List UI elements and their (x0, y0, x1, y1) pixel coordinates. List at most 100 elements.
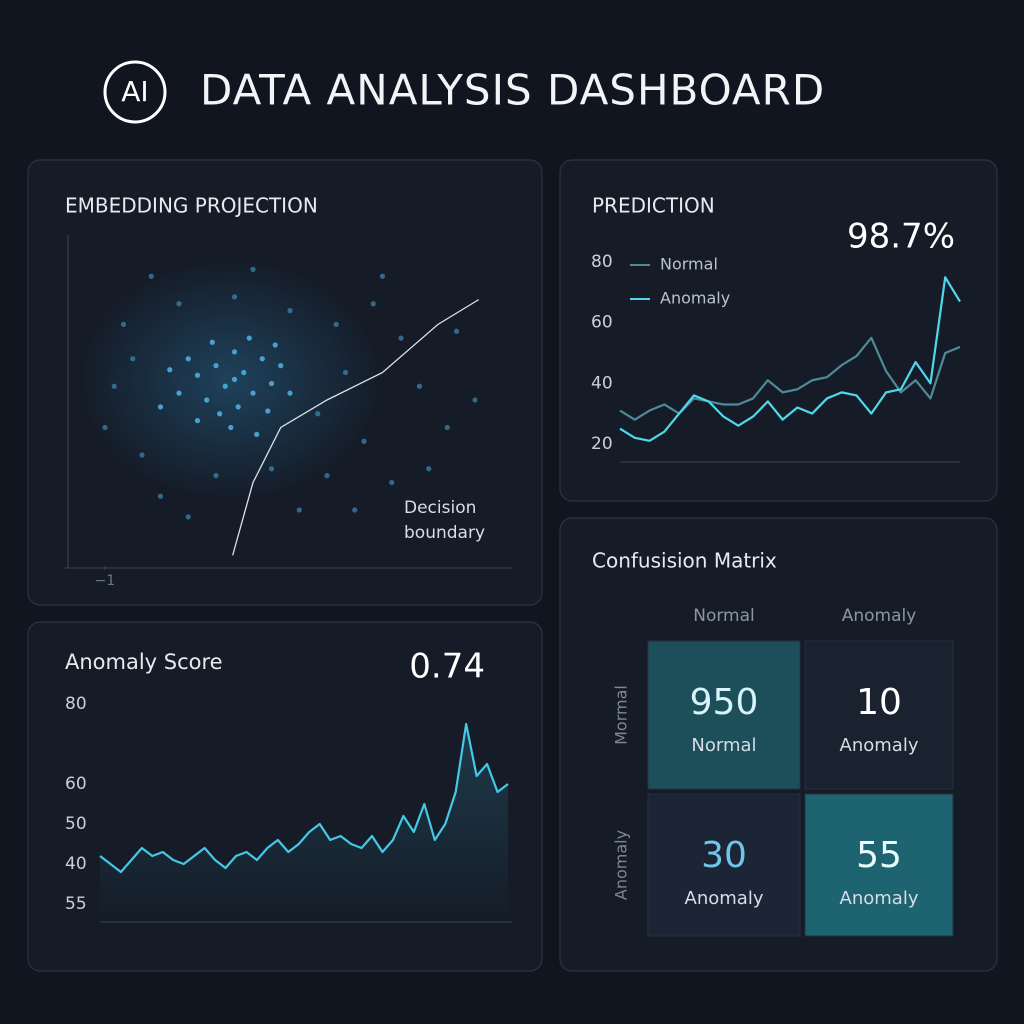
cell-value: 10 (856, 682, 902, 723)
point (342, 369, 349, 376)
point (272, 342, 278, 348)
point (416, 383, 423, 389)
logo-ring (103, 60, 167, 124)
area (100, 724, 508, 922)
point (241, 369, 247, 376)
point (398, 335, 404, 341)
point (217, 411, 223, 417)
point (268, 380, 275, 387)
row-header: Mormal (612, 685, 631, 745)
point (231, 349, 238, 355)
kpi: 98.7% (847, 217, 955, 257)
decision-boundary (232, 299, 480, 556)
annotation: Decision (404, 498, 476, 518)
matrix-cell (647, 793, 801, 937)
point (222, 383, 228, 389)
point (361, 438, 367, 444)
point (324, 473, 330, 479)
kpi: 0.74 (409, 647, 485, 687)
point (268, 466, 275, 472)
y-tick-label: 50 (65, 814, 87, 834)
point (148, 273, 154, 279)
point (194, 372, 201, 378)
point (204, 397, 210, 403)
point (426, 466, 432, 472)
point (278, 363, 284, 369)
matrix-cell (647, 640, 801, 790)
y-tick-label: 20 (591, 434, 613, 454)
point (287, 308, 293, 314)
point (296, 507, 302, 513)
point (120, 321, 127, 327)
panel-title: EMBEDDING PROJECTION (65, 194, 318, 218)
y-tick-label: 40 (591, 373, 613, 393)
point (213, 363, 219, 369)
cell-value: 30 (701, 835, 747, 876)
point (102, 424, 108, 431)
point (194, 418, 201, 424)
cell-label: Anomaly (840, 888, 919, 909)
point (209, 339, 215, 345)
y-tick-label: 60 (65, 774, 87, 794)
line (99, 722, 509, 874)
point (287, 390, 293, 396)
y-tick-label: 80 (591, 252, 613, 272)
point (111, 383, 117, 389)
point (139, 452, 145, 458)
glow (80, 260, 380, 500)
point (235, 404, 241, 410)
matrix-cell (804, 640, 954, 790)
point (265, 408, 271, 414)
column-header: Normal (693, 606, 755, 626)
panel-title: PREDICTION (592, 194, 715, 218)
point (213, 473, 219, 479)
point (453, 328, 460, 334)
panel-title: Anomaly Score (65, 650, 223, 674)
point (231, 294, 238, 300)
point (130, 356, 136, 362)
panel (559, 159, 998, 502)
y-tick-label: 40 (65, 854, 87, 874)
point (157, 404, 164, 410)
column-header: Anomaly (842, 606, 917, 626)
cell-value: 55 (856, 835, 902, 876)
point (250, 266, 256, 272)
point (228, 424, 234, 431)
point (157, 493, 164, 499)
y-tick-label: 80 (65, 694, 87, 714)
point (370, 301, 376, 307)
point (472, 397, 478, 403)
matrix-cell (804, 793, 954, 937)
y-tick-label: 60 (591, 313, 613, 333)
point (176, 390, 182, 396)
point (185, 514, 191, 520)
logo: AI (121, 75, 148, 108)
line (619, 276, 961, 442)
legend-label: Normal (660, 255, 718, 274)
point (389, 479, 395, 486)
point (333, 321, 339, 327)
point (379, 273, 386, 279)
point (315, 411, 321, 417)
point (231, 376, 238, 382)
x-tick-label: −1 (95, 573, 116, 589)
cell-label: Normal (691, 735, 756, 756)
line (619, 336, 961, 421)
cell-label: Anomaly (840, 735, 919, 756)
point (246, 335, 252, 341)
cell-value: 950 (690, 682, 759, 723)
point (176, 301, 182, 307)
point (167, 367, 173, 373)
point (352, 507, 358, 513)
point (254, 431, 260, 437)
annotation: boundary (404, 523, 485, 543)
cell-label: Anomaly (685, 888, 764, 909)
page-title: DATA ANALYSIS DASHBOARD (200, 66, 825, 115)
point (444, 424, 450, 431)
panel-title: Confusision Matrix (592, 549, 777, 573)
point (259, 356, 265, 362)
row-header: Anomaly (612, 830, 631, 900)
legend-label: Anomaly (660, 289, 730, 308)
y-tick-label: 55 (65, 894, 87, 914)
